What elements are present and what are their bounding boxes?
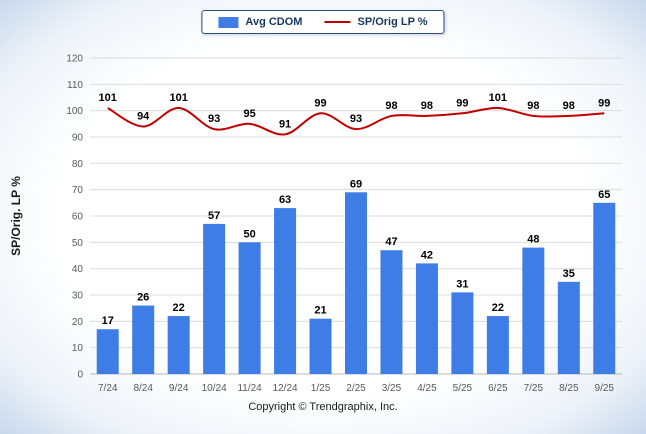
bar-value-label: 26 <box>137 292 149 304</box>
bar-value-label: 57 <box>208 210 220 222</box>
x-tick-label: 7/24 <box>98 383 118 394</box>
y-tick-label: 60 <box>72 212 84 223</box>
bar-series-swatch <box>218 16 239 28</box>
legend-item-avg-cdom: Avg CDOM <box>218 16 302 28</box>
trend-line <box>107 107 605 136</box>
line-value-label: 93 <box>208 113 220 125</box>
y-tick-label: 30 <box>72 291 84 302</box>
x-tick-label: 8/24 <box>133 383 153 394</box>
bar-value-label: 48 <box>527 234 539 246</box>
x-tick-label: 12/24 <box>273 383 298 394</box>
line-value-label: 94 <box>137 110 150 122</box>
bar <box>309 318 332 374</box>
bar <box>167 316 190 374</box>
line-value-label: 99 <box>598 97 610 109</box>
line-value-label: 93 <box>350 113 362 125</box>
bar <box>451 292 474 374</box>
bar <box>415 263 438 374</box>
bar-value-label: 50 <box>243 228 255 240</box>
y-tick-label: 110 <box>67 80 83 91</box>
x-tick-label: 3/25 <box>382 383 402 394</box>
x-tick-label: 4/25 <box>417 383 437 394</box>
bar <box>522 247 545 374</box>
bar <box>96 329 119 374</box>
y-tick-label: 90 <box>72 133 84 144</box>
y-tick-label: 70 <box>72 185 84 196</box>
bar <box>557 281 580 374</box>
x-tick-label: 11/24 <box>237 383 262 394</box>
bar-value-label: 21 <box>314 305 326 317</box>
line-series-swatch <box>324 21 351 23</box>
legend-item-sp-orig-lp: SP/Orig LP % <box>324 16 428 28</box>
bar-value-label: 22 <box>173 302 185 314</box>
legend: Avg CDOM SP/Orig LP % <box>201 10 445 34</box>
bar-value-label: 47 <box>385 236 397 248</box>
copyright-text: Copyright © Trendgraphix, Inc. <box>248 401 398 413</box>
bar <box>132 305 155 374</box>
line-value-label: 98 <box>385 100 397 112</box>
line-value-label: 98 <box>563 100 575 112</box>
y-tick-label: 50 <box>72 238 84 249</box>
line-value-label: 95 <box>243 108 255 120</box>
bar <box>345 192 367 374</box>
x-tick-label: 1/25 <box>311 383 331 394</box>
x-tick-label: 8/25 <box>559 383 579 394</box>
bar-value-label: 31 <box>456 278 468 290</box>
bar <box>486 316 509 374</box>
line-value-label: 98 <box>421 100 433 112</box>
bar <box>238 242 261 374</box>
y-tick-label: 80 <box>72 159 84 170</box>
x-tick-label: 9/24 <box>169 383 189 394</box>
y-tick-label: 10 <box>72 343 84 354</box>
legend-label-sp-orig-lp: SP/Orig LP % <box>357 16 428 28</box>
x-tick-label: 5/25 <box>453 383 473 394</box>
x-tick-label: 9/25 <box>595 383 615 394</box>
x-tick-label: 6/25 <box>488 383 508 394</box>
line-value-label: 101 <box>99 92 117 104</box>
x-tick-label: 2/25 <box>346 383 366 394</box>
bar-value-label: 22 <box>492 302 504 314</box>
y-tick-label: 40 <box>72 264 84 275</box>
line-value-label: 101 <box>489 92 507 104</box>
x-tick-label: 10/24 <box>202 383 227 394</box>
bar <box>203 223 226 374</box>
bar-value-label: 63 <box>279 194 291 206</box>
combo-chart: 0 10 20 30 40 50 60 70 80 90 100 110 120 7/24 8/24 9/24… <box>9 54 622 394</box>
bar <box>380 250 403 374</box>
bar-value-label: 65 <box>598 189 610 201</box>
bar <box>593 202 616 374</box>
legend-label-avg-cdom: Avg CDOM <box>245 16 303 28</box>
line-value-label: 101 <box>169 92 187 104</box>
y-tick-label: 0 <box>77 370 83 381</box>
x-tick-label: 7/25 <box>524 383 544 394</box>
line-value-label: 99 <box>456 97 468 109</box>
y-tick-label: 120 <box>66 54 83 65</box>
bar-value-label: 42 <box>421 249 433 261</box>
line-value-label: 91 <box>279 118 291 130</box>
line-value-label: 99 <box>314 97 326 109</box>
bar-value-label: 69 <box>350 178 362 190</box>
bar-value-label: 17 <box>102 315 114 327</box>
bar-value-label: 35 <box>563 268 575 280</box>
bar <box>274 208 297 374</box>
y-axis-title: SP/Orig. LP % <box>9 176 23 256</box>
y-tick-label: 20 <box>72 317 84 328</box>
line-value-label: 98 <box>527 100 539 112</box>
y-tick-label: 100 <box>66 106 83 117</box>
